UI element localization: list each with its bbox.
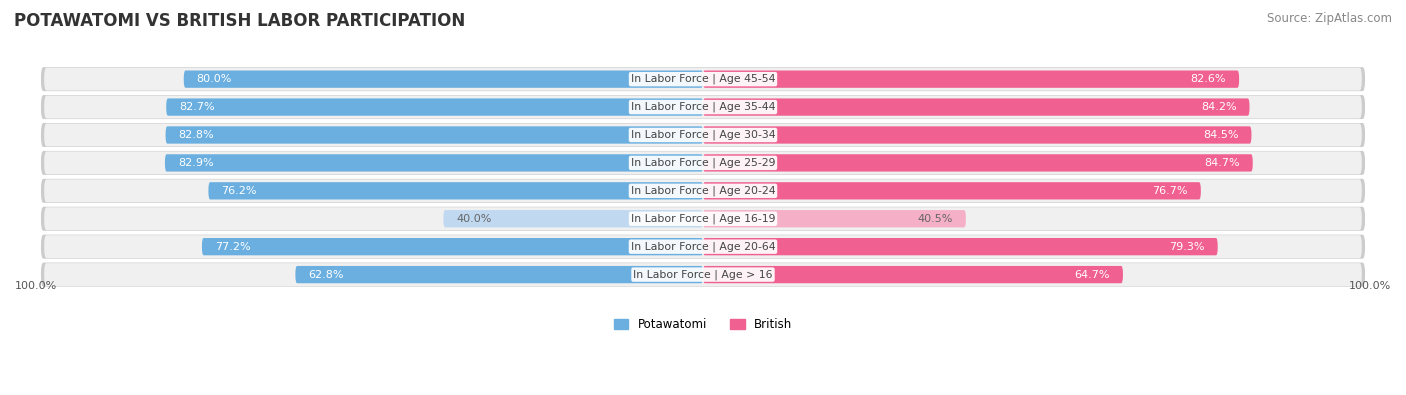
FancyBboxPatch shape <box>41 207 1365 231</box>
Text: 62.8%: 62.8% <box>308 270 344 280</box>
Text: 100.0%: 100.0% <box>15 281 58 292</box>
Text: 84.7%: 84.7% <box>1204 158 1240 168</box>
Text: 82.7%: 82.7% <box>179 102 215 112</box>
FancyBboxPatch shape <box>41 123 1365 147</box>
FancyBboxPatch shape <box>202 238 703 255</box>
Text: 82.6%: 82.6% <box>1191 74 1226 84</box>
FancyBboxPatch shape <box>703 210 966 228</box>
FancyBboxPatch shape <box>41 263 1365 287</box>
FancyBboxPatch shape <box>703 238 1218 255</box>
Text: 79.3%: 79.3% <box>1170 242 1205 252</box>
FancyBboxPatch shape <box>703 182 1201 199</box>
FancyBboxPatch shape <box>44 235 1362 258</box>
Text: 84.2%: 84.2% <box>1201 102 1236 112</box>
FancyBboxPatch shape <box>44 151 1362 174</box>
Text: 64.7%: 64.7% <box>1074 270 1109 280</box>
FancyBboxPatch shape <box>41 67 1365 91</box>
FancyBboxPatch shape <box>703 154 1253 171</box>
FancyBboxPatch shape <box>41 95 1365 119</box>
FancyBboxPatch shape <box>44 263 1362 286</box>
FancyBboxPatch shape <box>44 179 1362 202</box>
Text: In Labor Force | Age 30-34: In Labor Force | Age 30-34 <box>631 130 775 140</box>
FancyBboxPatch shape <box>166 98 703 116</box>
Text: In Labor Force | Age 20-24: In Labor Force | Age 20-24 <box>631 186 775 196</box>
Text: In Labor Force | Age 20-64: In Labor Force | Age 20-64 <box>631 241 775 252</box>
FancyBboxPatch shape <box>703 98 1250 116</box>
FancyBboxPatch shape <box>703 70 1239 88</box>
FancyBboxPatch shape <box>44 96 1362 118</box>
FancyBboxPatch shape <box>44 207 1362 230</box>
Text: 80.0%: 80.0% <box>197 74 232 84</box>
Text: In Labor Force | Age 35-44: In Labor Force | Age 35-44 <box>631 102 775 112</box>
FancyBboxPatch shape <box>41 235 1365 259</box>
Text: 76.7%: 76.7% <box>1153 186 1188 196</box>
Text: POTAWATOMI VS BRITISH LABOR PARTICIPATION: POTAWATOMI VS BRITISH LABOR PARTICIPATIO… <box>14 12 465 30</box>
Text: 76.2%: 76.2% <box>221 186 257 196</box>
Text: In Labor Force | Age 45-54: In Labor Force | Age 45-54 <box>631 74 775 85</box>
Text: In Labor Force | Age 25-29: In Labor Force | Age 25-29 <box>631 158 775 168</box>
FancyBboxPatch shape <box>166 126 703 144</box>
Text: 82.8%: 82.8% <box>179 130 214 140</box>
Text: In Labor Force | Age 16-19: In Labor Force | Age 16-19 <box>631 214 775 224</box>
FancyBboxPatch shape <box>44 68 1362 90</box>
FancyBboxPatch shape <box>41 151 1365 175</box>
Text: 40.0%: 40.0% <box>457 214 492 224</box>
FancyBboxPatch shape <box>703 266 1123 283</box>
FancyBboxPatch shape <box>703 126 1251 144</box>
FancyBboxPatch shape <box>184 70 703 88</box>
FancyBboxPatch shape <box>208 182 703 199</box>
Text: 82.9%: 82.9% <box>179 158 214 168</box>
Text: 40.5%: 40.5% <box>918 214 953 224</box>
Text: 84.5%: 84.5% <box>1204 130 1239 140</box>
Text: Source: ZipAtlas.com: Source: ZipAtlas.com <box>1267 12 1392 25</box>
FancyBboxPatch shape <box>443 210 703 228</box>
Text: 77.2%: 77.2% <box>215 242 250 252</box>
Text: In Labor Force | Age > 16: In Labor Force | Age > 16 <box>633 269 773 280</box>
FancyBboxPatch shape <box>41 179 1365 203</box>
FancyBboxPatch shape <box>165 154 703 171</box>
Legend: Potawatomi, British: Potawatomi, British <box>609 313 797 336</box>
FancyBboxPatch shape <box>295 266 703 283</box>
Text: 100.0%: 100.0% <box>1348 281 1391 292</box>
FancyBboxPatch shape <box>44 124 1362 147</box>
